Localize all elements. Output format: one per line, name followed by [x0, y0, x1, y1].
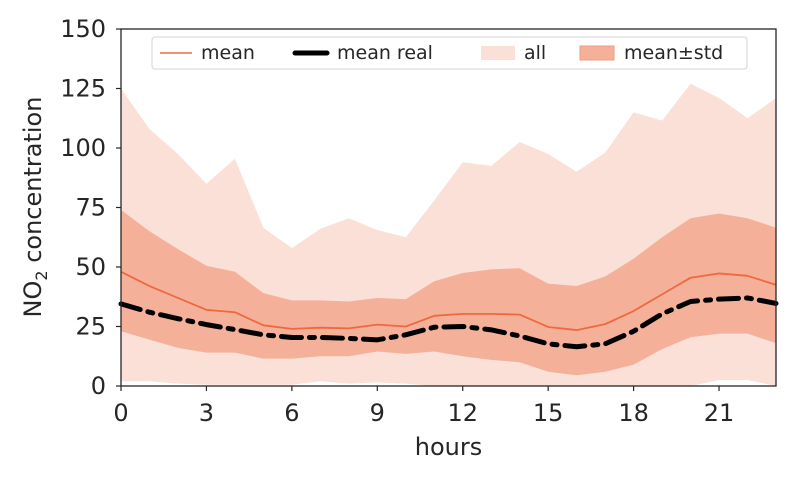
y-tick-label: 75 — [75, 194, 106, 222]
y-tick-label: 150 — [60, 15, 106, 43]
x-tick-label: 0 — [113, 399, 128, 427]
y-tick-label: 100 — [60, 134, 106, 162]
x-tick-label: 18 — [618, 399, 649, 427]
x-tick-label: 6 — [284, 399, 299, 427]
legend-all-swatch — [481, 46, 515, 60]
x-axis-label: hours — [415, 433, 482, 461]
legend: mean mean real all mean±std — [151, 36, 748, 70]
x-tick-label: 15 — [533, 399, 564, 427]
legend-std-swatch — [579, 45, 615, 61]
y-tick-label: 125 — [60, 75, 106, 103]
legend-all-label: all — [524, 42, 546, 64]
x-tick-label: 3 — [199, 399, 214, 427]
y-axis-label-subscript: 2 — [32, 270, 51, 280]
x-tick-label: 12 — [447, 399, 478, 427]
y-axis-label-rest: concentration — [19, 97, 47, 271]
y-axis-label: NO2 concentration — [19, 97, 51, 318]
y-tick-label: 0 — [91, 372, 106, 400]
band-mean-std — [121, 209, 776, 376]
y-tick-label: 50 — [75, 253, 106, 281]
legend-std-label: mean±std — [624, 42, 723, 64]
legend-box — [151, 36, 748, 70]
series-mean-line — [120, 270, 777, 331]
plot-area — [118, 83, 779, 387]
legend-mean-real-label: mean real — [337, 42, 433, 64]
x-tick-label: 21 — [704, 399, 735, 427]
x-tick-label: 9 — [370, 399, 385, 427]
legend-mean-label: mean — [201, 42, 255, 64]
y-axis-label-main: NO — [19, 281, 47, 318]
y-tick-label: 25 — [75, 313, 106, 341]
series-mean-real-line — [118, 295, 779, 350]
x-axis: 0 3 6 9 12 15 18 21 — [113, 386, 734, 427]
y-axis: 0 25 50 75 100 125 150 — [60, 15, 121, 400]
